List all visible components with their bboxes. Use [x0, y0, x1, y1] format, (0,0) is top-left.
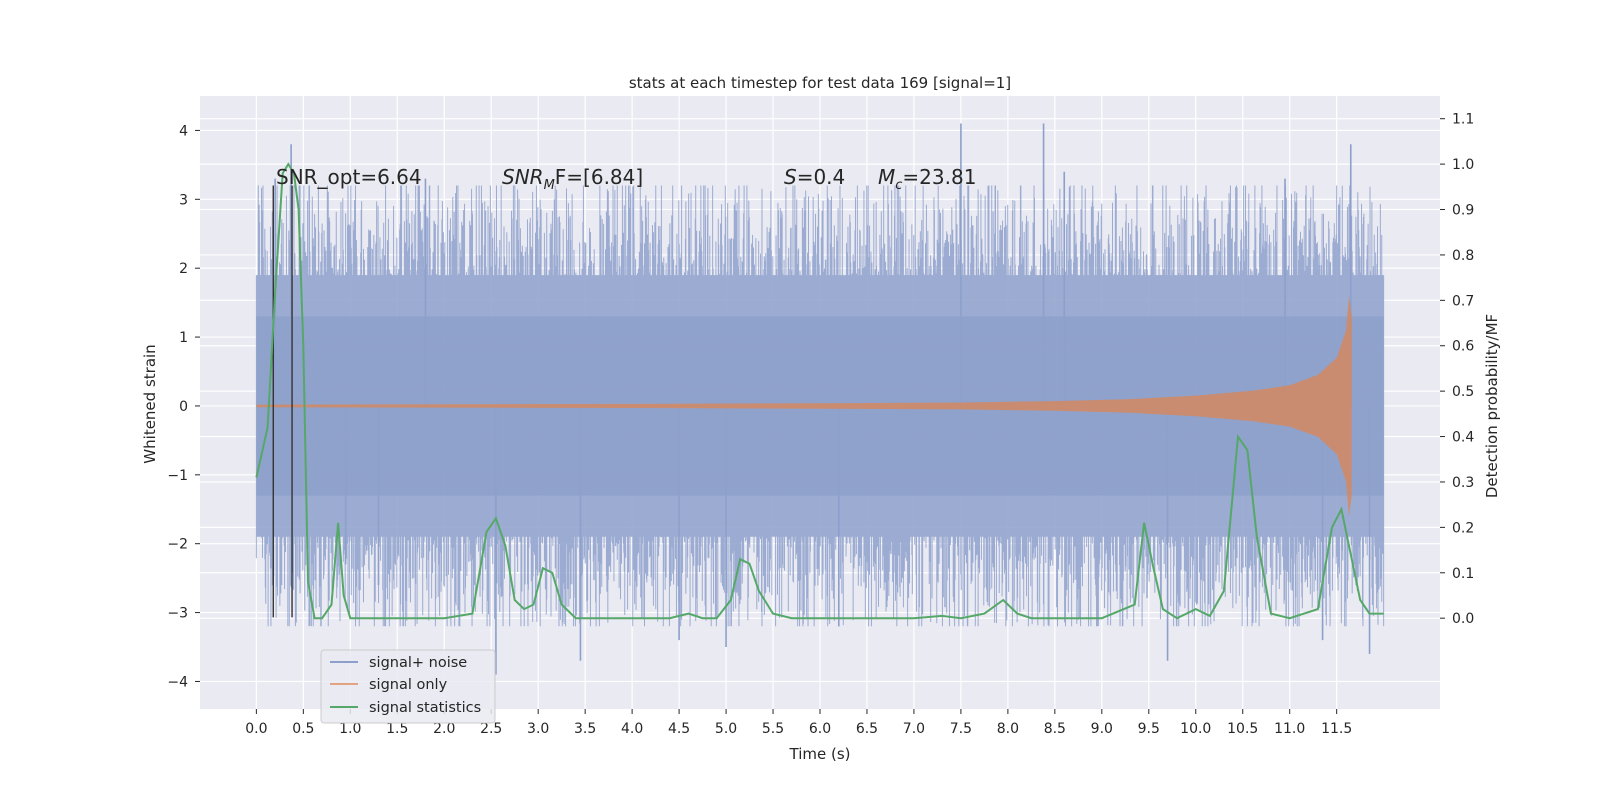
- y-right-tick-label: 0.8: [1452, 248, 1474, 264]
- x-tick-label: 8.5: [1044, 721, 1066, 737]
- y-tick-label: 2: [179, 261, 188, 277]
- chart-title: stats at each timestep for test data 169…: [629, 74, 1011, 92]
- x-tick-label: 9.5: [1138, 721, 1160, 737]
- y-tick-label: 3: [179, 192, 188, 208]
- snr-mf-subscript: M: [544, 178, 555, 193]
- snr-mf-prefix: SNR: [502, 165, 544, 189]
- x-tick-label: 4.5: [668, 721, 690, 737]
- x-tick-label: 2.0: [433, 721, 455, 737]
- y-right-tick-label: 0.2: [1452, 520, 1474, 536]
- y-right-tick-label: 0.9: [1452, 203, 1474, 219]
- y-tick-label: 1: [179, 330, 188, 346]
- y-axis-label: Whitened strain: [141, 344, 159, 463]
- snr-mf-annotation: SNRMF=[6.84]: [502, 165, 643, 193]
- y-tick-label: 4: [179, 123, 188, 139]
- marker-lines-layer: [272, 185, 293, 618]
- legend-label-noise: signal+ noise: [369, 655, 467, 671]
- x-tick-label: 7.5: [950, 721, 972, 737]
- legend-label-stats: signal statistics: [369, 700, 481, 716]
- x-tick-label: 1.0: [339, 721, 361, 737]
- signal-statistics-layer: [255, 162, 1384, 620]
- mc-subscript: c: [895, 178, 902, 193]
- snr-mf-suffix: F=[6.84]: [555, 165, 643, 189]
- x-tick-label: 6.5: [856, 721, 878, 737]
- x-tick-label: 0.5: [292, 721, 314, 737]
- legend-box: [320, 649, 496, 724]
- x-tick-label: 1.5: [386, 721, 408, 737]
- x-axis-label: Time (s): [789, 745, 851, 763]
- x-tick-label: 7.0: [903, 721, 925, 737]
- mc-variable: M: [878, 165, 895, 189]
- y-right-tick-label: 0.5: [1452, 384, 1474, 400]
- x-tick-label: 4.0: [621, 721, 643, 737]
- y-right-tick-label: 0.0: [1452, 611, 1474, 627]
- signal-only-layer: [256, 295, 1352, 517]
- x-tick-label: 11.0: [1274, 721, 1305, 737]
- y-tick-label: −4: [167, 674, 188, 690]
- signal-only-envelope: [256, 295, 1352, 517]
- x-tick-label: 3.0: [527, 721, 549, 737]
- legend-label-signal: signal only: [369, 677, 448, 693]
- x-tick-label: 8.0: [997, 721, 1019, 737]
- y-tick-label: −2: [167, 537, 188, 553]
- y-right-tick-label: 0.4: [1452, 430, 1474, 446]
- x-tick-label: 2.5: [480, 721, 502, 737]
- x-axis-ticks: 0.0 0.5 1.0 1.5 2.0 2.5 3.0 3.5 4.0 4.5 5.0 5.5 6.0 6…: [245, 709, 1352, 737]
- x-tick-label: 3.5: [574, 721, 596, 737]
- s-value: =0.4: [797, 165, 846, 189]
- x-tick-label: 6.0: [809, 721, 831, 737]
- x-tick-label: 5.0: [715, 721, 737, 737]
- y-tick-label: −3: [167, 606, 188, 622]
- s-annotation: S=0.4: [784, 165, 845, 189]
- x-tick-label: 5.5: [762, 721, 784, 737]
- y-right-axis-label: Detection probability/MF: [1483, 314, 1501, 498]
- x-tick-label: 11.5: [1321, 721, 1352, 737]
- y-right-tick-label: 0.3: [1452, 475, 1474, 491]
- legend: signal+ noise signal only signal statist…: [320, 649, 496, 724]
- y-tick-label: −1: [167, 468, 188, 484]
- y-axis-ticks: 4 3 2 1 0 −1 −2 −3 −4: [167, 123, 200, 690]
- y-right-axis-ticks: 1.1 1.0 0.9 0.8 0.7 0.6 0.5 0.4 0.3 0.2 0.1 0.0: [1440, 112, 1474, 627]
- y-right-tick-label: 1.0: [1452, 157, 1474, 173]
- y-right-tick-label: 0.6: [1452, 339, 1474, 355]
- y-right-tick-label: 0.1: [1452, 566, 1474, 582]
- x-tick-label: 10.0: [1180, 721, 1211, 737]
- snr-opt-annotation: SNR_opt=6.64: [276, 165, 422, 189]
- signal-statistics-line: [255, 162, 1384, 620]
- s-variable: S: [784, 165, 797, 189]
- y-tick-label: 0: [179, 399, 188, 415]
- y-right-tick-label: 0.7: [1452, 293, 1474, 309]
- y-right-tick-label: 1.1: [1452, 112, 1474, 128]
- mc-value: =23.81: [902, 165, 976, 189]
- x-tick-label: 9.0: [1091, 721, 1113, 737]
- mc-annotation: Mc=23.81: [878, 165, 976, 193]
- x-tick-label: 0.0: [245, 721, 267, 737]
- x-tick-label: 10.5: [1227, 721, 1258, 737]
